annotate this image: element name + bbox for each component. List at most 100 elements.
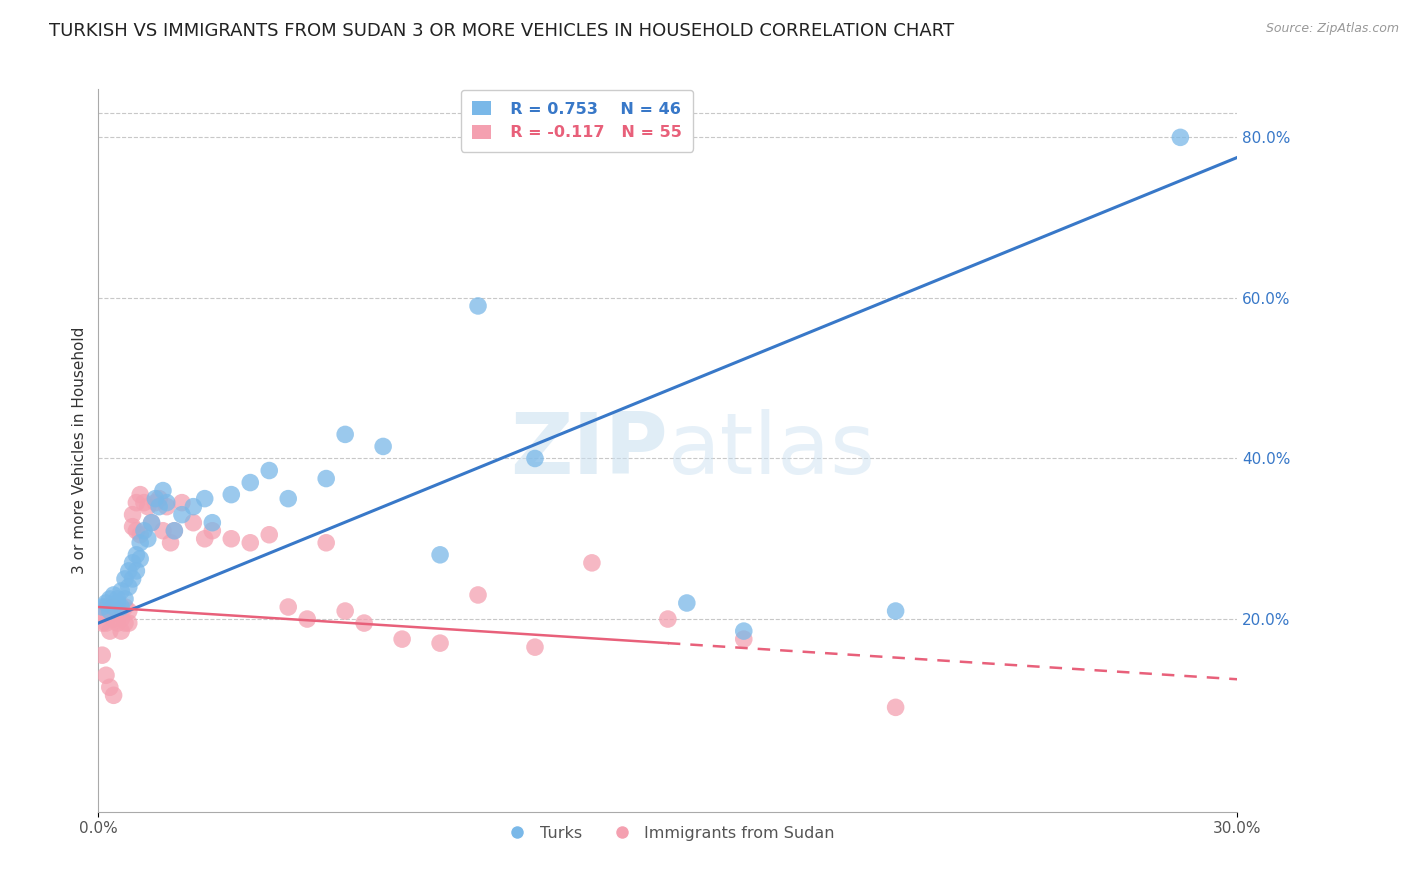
Point [152,524,174,538]
Point [125,564,148,578]
Point [118,615,141,630]
Point [152,483,174,498]
Point [107,615,129,630]
Text: TURKISH VS IMMIGRANTS FROM SUDAN 3 OR MORE VEHICLES IN HOUSEHOLD CORRELATION CHA: TURKISH VS IMMIGRANTS FROM SUDAN 3 OR MO… [49,22,955,40]
Point [107,592,129,607]
Point [170,508,193,522]
Point [524,640,547,655]
Point [141,516,163,530]
Point [118,564,141,578]
Point [110,583,132,598]
Point [125,548,148,562]
Point [132,524,155,538]
Point [125,495,148,509]
Point [132,495,155,509]
Point [221,532,243,546]
Point [136,500,159,514]
Point [94,615,117,630]
Point [335,427,357,442]
Point [107,604,129,618]
Point [103,599,125,614]
Point [118,580,141,594]
Point [121,508,143,522]
Point [103,612,125,626]
Y-axis label: 3 or more Vehicles in Household: 3 or more Vehicles in Household [72,326,87,574]
Point [98,604,121,618]
Point [129,551,152,566]
Point [91,615,114,630]
Point [98,608,121,623]
Point [259,463,281,477]
Point [136,532,159,546]
Point [335,604,357,618]
Point [103,588,125,602]
Text: ZIP: ZIP [510,409,668,492]
Point [353,615,375,630]
Point [94,668,117,682]
Point [121,572,143,586]
Point [98,592,121,607]
Point [467,299,489,313]
Point [121,519,143,533]
Point [114,572,136,586]
Point [118,604,141,618]
Point [429,636,451,650]
Point [110,624,132,639]
Point [733,632,755,646]
Point [148,500,170,514]
Point [114,592,136,607]
Point [657,612,679,626]
Point [676,596,699,610]
Point [145,491,167,506]
Point [221,487,243,501]
Point [145,495,167,509]
Point [371,440,394,453]
Point [277,599,299,614]
Point [524,451,547,466]
Point [94,599,117,614]
Point [581,556,603,570]
Point [98,680,121,694]
Text: atlas: atlas [668,409,876,492]
Point [156,495,179,509]
Point [103,689,125,703]
Point [163,524,186,538]
Point [315,535,337,549]
Point [98,624,121,639]
Point [733,624,755,639]
Point [148,491,170,506]
Point [239,535,262,549]
Point [107,596,129,610]
Point [201,516,224,530]
Point [114,615,136,630]
Point [1170,130,1192,145]
Point [91,648,114,662]
Point [884,700,907,714]
Point [467,588,489,602]
Point [110,612,132,626]
Text: Source: ZipAtlas.com: Source: ZipAtlas.com [1265,22,1399,36]
Point [114,599,136,614]
Point [129,535,152,549]
Point [391,632,413,646]
Point [315,471,337,485]
Point [297,612,319,626]
Point [884,604,907,618]
Point [201,524,224,538]
Point [125,524,148,538]
Point [129,487,152,501]
Point [129,527,152,541]
Point [163,524,186,538]
Point [277,491,299,506]
Point [156,500,179,514]
Point [141,516,163,530]
Point [91,604,114,618]
Point [159,535,181,549]
Point [170,495,193,509]
Point [194,532,217,546]
Point [183,500,205,514]
Point [94,596,117,610]
Point [183,516,205,530]
Point [103,599,125,614]
Point [194,491,217,506]
